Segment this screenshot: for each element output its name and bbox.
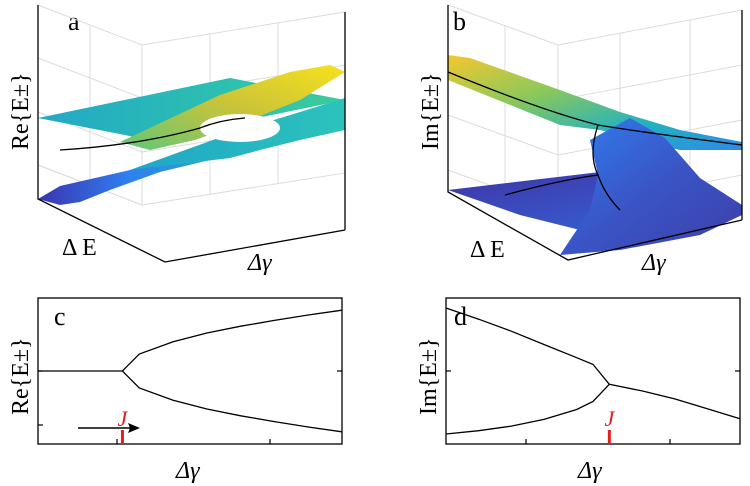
panel-b-upper-surface <box>448 55 742 150</box>
panel-a-label: a <box>68 7 80 36</box>
panel-b-label: b <box>453 7 466 36</box>
panel-b-ylabel: Im{E±} <box>418 72 444 150</box>
panel-b-lower-curve <box>504 174 599 196</box>
panel-c-xlabel: Δγ <box>175 458 200 484</box>
panel-a-yellow-surface <box>120 65 345 150</box>
panel-d-xlabel: Δγ <box>577 458 602 484</box>
d-series-2 <box>609 383 741 420</box>
panel-d-ylabel: Im{E±} <box>416 337 442 415</box>
panel-d-j-label: J <box>604 406 615 431</box>
panel-c: c J Re{E±} Δγ <box>8 297 343 484</box>
panel-c-ylabel: Re{E±} <box>8 337 34 415</box>
panel-a-axes <box>37 5 346 263</box>
panel-b: b Im{E±} Δ E Δγ <box>418 4 743 276</box>
panel-d-label: d <box>454 302 467 331</box>
panel-b-xlabel: Δ E <box>470 237 505 263</box>
panel-c-j-label: J <box>118 406 129 431</box>
panel-a-gap <box>200 114 280 142</box>
d-series-0 <box>445 307 610 385</box>
panel-a-branch-curve <box>59 117 246 151</box>
panel-b-zlabel: Δγ <box>641 250 666 276</box>
panel-a-zlabel: Δγ <box>247 250 272 276</box>
d-series-1 <box>445 383 610 435</box>
panel-d: d J Im{E±} Δγ <box>416 297 741 484</box>
c-series-0 <box>38 309 343 372</box>
panel-d-frame <box>445 297 741 445</box>
panel-b-drop-surface <box>560 118 742 255</box>
panel-a-ylabel: Re{E±} <box>8 72 34 150</box>
panel-d-curves <box>445 307 741 435</box>
panel-c-label: c <box>54 302 66 331</box>
panel-a: a Re{E±} Δ E Δγ <box>8 4 346 276</box>
c-series-1 <box>121 370 343 433</box>
panel-c-arrow-head <box>128 423 140 433</box>
panel-c-curves <box>38 309 343 433</box>
panel-a-xlabel: Δ E <box>62 235 97 261</box>
panel-b-axes <box>447 5 743 261</box>
